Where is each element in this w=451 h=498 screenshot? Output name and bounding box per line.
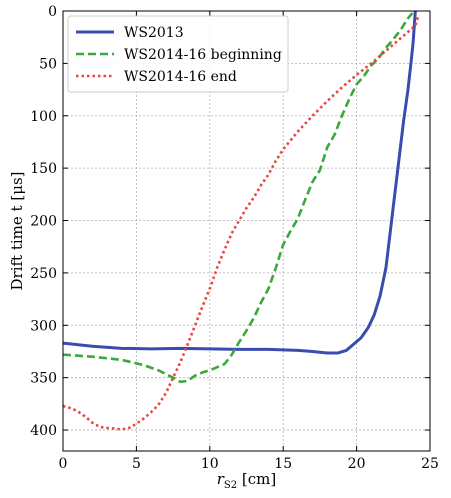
x-tick-label: 5 [132,456,141,472]
x-tick-label: 10 [201,456,219,472]
x-axis-label-main: r [217,470,225,488]
legend-label-0: WS2013 [124,25,184,41]
x-tick-label: 25 [421,456,439,472]
series-line-1 [62,12,414,384]
series-line-2 [62,15,420,431]
y-tick-label: 100 [30,109,57,125]
x-tick-label: 0 [59,456,68,472]
y-tick-label: 50 [39,56,57,72]
y-axis-label: Drift time t [μs] [8,172,26,291]
y-tick-label: 200 [30,214,57,230]
x-axis-label: rS2 [cm] [217,470,277,491]
y-tick-label: 400 [30,423,57,439]
series-line-0 [62,10,417,355]
plot-frame [62,10,431,452]
legend: WS2013 WS2014-16 beginning WS2014-16 end [67,15,289,93]
legend-box [67,15,289,93]
x-axis-label-unit: [cm] [237,470,276,488]
legend-label-2: WS2014-16 end [124,69,237,85]
x-axis-label-sub: S2 [224,480,237,491]
legend-label-1: WS2014-16 beginning [124,47,282,63]
y-tick-label: 150 [30,161,57,177]
y-tick-label: 350 [30,371,57,387]
y-tick-label: 0 [48,4,57,20]
series-layer [62,10,420,431]
y-tick-label: 300 [30,318,57,334]
y-tick-label: 250 [30,266,57,282]
x-tick-label: 20 [348,456,366,472]
x-tick-label: 15 [274,456,292,472]
